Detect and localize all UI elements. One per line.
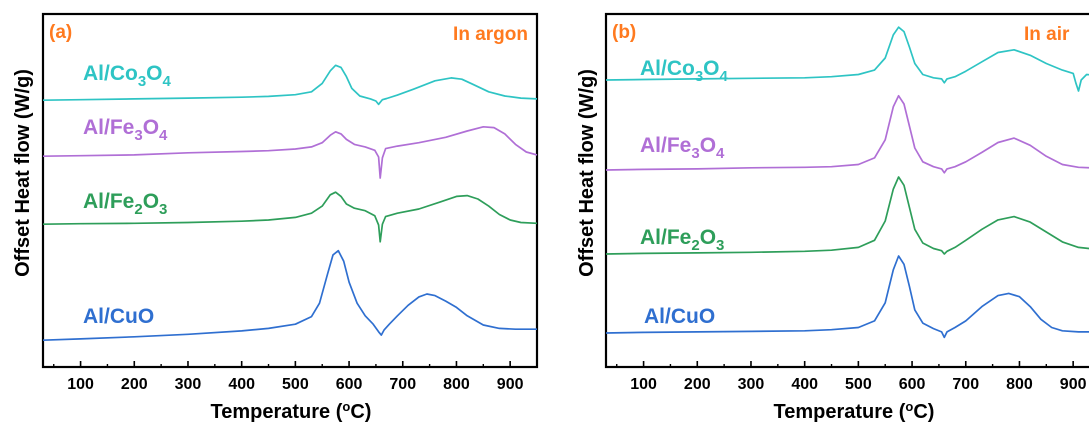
- series-label-al-cuo: Al/CuO: [644, 305, 715, 328]
- series-label-al-co3o4: Al/Co3O4: [640, 57, 729, 85]
- series-label-al-fe2o3: Al/Fe2O3: [640, 226, 724, 254]
- x-tick-label: 900: [497, 376, 524, 393]
- panel-a-y-axis-label: Offset Heat flow (W/g): [12, 69, 34, 277]
- x-tick-label: 500: [282, 376, 309, 393]
- panel-a-plot-frame: [41, 12, 539, 369]
- series-label-al-cuo: Al/CuO: [83, 305, 154, 328]
- x-tick-label: 100: [67, 376, 94, 393]
- x-tick-label: 800: [1006, 376, 1033, 393]
- x-tick-label: 300: [738, 376, 765, 393]
- x-tick-label: 800: [443, 376, 470, 393]
- series-line-al-fe2o3: [42, 191, 538, 243]
- series-label-al-fe3o4: Al/Fe3O4: [640, 134, 725, 162]
- panel-a-annotation: In argon: [453, 24, 528, 45]
- x-tick-label: 900: [1060, 376, 1087, 393]
- panel-a-curves: [42, 64, 538, 342]
- x-tick-label: 600: [899, 376, 926, 393]
- series-line-al-fe3o4: [42, 125, 538, 179]
- panel-b-annotation: In air: [1024, 24, 1070, 45]
- x-tick-label: 400: [228, 376, 255, 393]
- series-line-al-fe2o3: [605, 176, 1089, 255]
- x-tick-label: 100: [630, 376, 657, 393]
- panel-a-series-labels: Al/Co3O4 Al/Fe3O4 Al/Fe2O3 Al/CuO: [83, 62, 172, 328]
- series-line-al-co3o4: [605, 26, 1089, 92]
- series-line-al-fe3o4: [605, 94, 1089, 174]
- series-label-al-fe2o3: Al/Fe2O3: [83, 190, 167, 218]
- x-tick-label: 300: [175, 376, 202, 393]
- panel-b-plot-frame: [604, 12, 1089, 369]
- panel-b-series-labels: Al/Co3O4 Al/Fe3O4 Al/Fe2O3 Al/CuO: [640, 57, 729, 328]
- panel-b-x-axis-label: Temperature (oC): [774, 399, 935, 423]
- series-line-al-cuo: [42, 249, 537, 342]
- series-label-al-fe3o4: Al/Fe3O4: [83, 116, 168, 144]
- panel-b-curves: [605, 26, 1089, 339]
- chart-panel-b: Offset Heat flow (W/g) 100 200 300 400 500 60…: [576, 12, 1089, 423]
- panel-a-x-ticks: 100 200 300 400 500 600 700 800 900: [53, 361, 524, 393]
- x-tick-label: 700: [952, 376, 979, 393]
- x-tick-label: 200: [121, 376, 148, 393]
- panel-b-label: (b): [612, 22, 636, 43]
- series-line-al-cuo: [605, 255, 1089, 339]
- panel-a-label: (a): [49, 22, 72, 43]
- chart-panel-a: Offset Heat flow (W/g) 100 200 300 400 500 60…: [12, 12, 539, 423]
- panel-b-x-ticks: 100 200 300 400 500 600 700 800 900: [616, 361, 1087, 393]
- x-tick-label: 600: [336, 376, 363, 393]
- x-tick-label: 200: [684, 376, 711, 393]
- x-tick-label: 400: [791, 376, 818, 393]
- x-tick-label: 500: [845, 376, 872, 393]
- panel-a-x-axis-label: Temperature (oC): [211, 399, 372, 423]
- series-label-al-co3o4: Al/Co3O4: [83, 62, 172, 90]
- x-tick-label: 700: [389, 376, 416, 393]
- series-line-al-co3o4: [42, 64, 538, 106]
- panel-b-y-axis-label: Offset Heat flow (W/g): [576, 69, 598, 277]
